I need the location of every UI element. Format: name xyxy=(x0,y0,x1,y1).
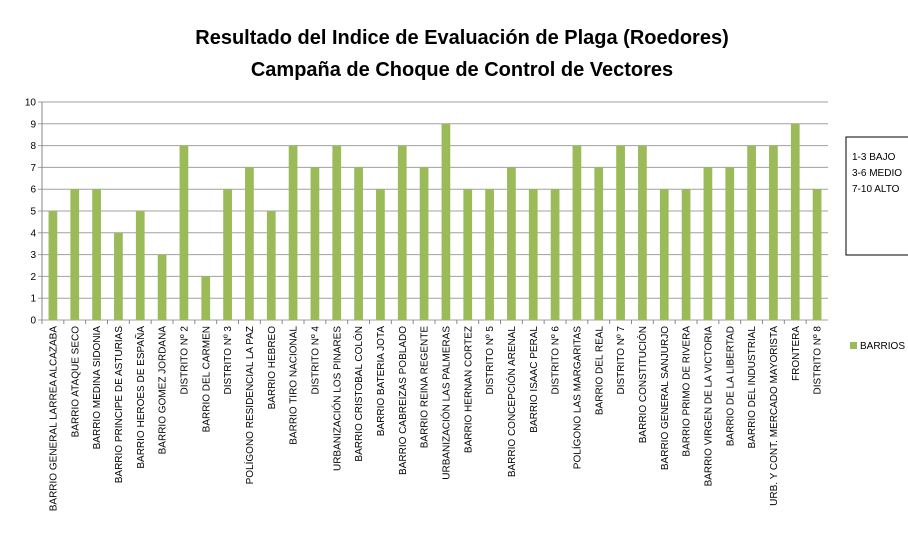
bar xyxy=(507,167,516,320)
y-tick-label: 9 xyxy=(30,119,36,130)
y-tick-label: 1 xyxy=(30,294,36,305)
y-tick-label: 10 xyxy=(25,98,37,109)
bar xyxy=(550,189,560,320)
bar xyxy=(659,189,669,320)
bar xyxy=(135,211,145,320)
y-tick-label: 4 xyxy=(30,228,36,239)
annotation: 7-10 ALTO xyxy=(852,184,900,195)
bar xyxy=(812,189,822,320)
bar xyxy=(179,145,189,320)
bar xyxy=(419,167,429,320)
x-tick-label: BARRIO HEROES DE ESPAÑA xyxy=(134,326,147,469)
y-tick-label: 5 xyxy=(30,207,36,218)
x-tick-label: BARRIO DEL CARMEN xyxy=(201,326,212,432)
bar xyxy=(638,145,647,320)
x-tick-label: BARRIO GENERAL LARREA ALCAZABA xyxy=(48,326,59,512)
x-tick-label: BARRIO BATERIA JOTA xyxy=(376,326,387,437)
x-tick-label: DISTRITO Nº 7 xyxy=(616,326,627,395)
y-tick-label: 6 xyxy=(30,185,36,196)
bar xyxy=(48,211,58,320)
bar xyxy=(92,189,101,320)
x-tick-label: BARRIO CRISTOBAL COLÓN xyxy=(352,326,365,462)
x-tick-label: DISTRITO Nº 5 xyxy=(485,326,496,395)
x-tick-label: BARRIO VIRGEN DE LA VICTORIA xyxy=(703,326,714,487)
x-tick-label: BARRIO HEBREO xyxy=(267,326,278,410)
bar xyxy=(223,189,232,320)
bar xyxy=(288,145,298,320)
x-tick-label: BARRIO GOMEZ JORDANA xyxy=(158,326,169,455)
bar xyxy=(485,189,494,320)
x-tick-label: FRONTERA xyxy=(791,326,802,381)
bar xyxy=(354,167,363,320)
y-tick-label: 7 xyxy=(30,163,36,174)
x-tick-label: POLÍGONO RESIDENCIAL LA PAZ xyxy=(243,326,256,484)
y-tick-label: 2 xyxy=(30,272,36,283)
bar xyxy=(157,254,167,320)
x-tick-label: BARRIO DEL INDUSTRIAL xyxy=(747,326,758,449)
x-tick-label: BARRIO GENERAL SANJURJO xyxy=(660,326,671,470)
annotation-box xyxy=(845,136,908,256)
chart-subtitle: Campaña de Choque de Control de Vectores xyxy=(251,59,673,81)
x-tick-label: BARRIO CABREIZAS POBLADO xyxy=(398,326,409,475)
x-tick-label: URB. Y CONT. MERCADO MAYORISTA xyxy=(769,326,780,506)
bar xyxy=(245,167,254,320)
x-tick-label: URBANIZACIÓN LAS PALMERAS xyxy=(439,326,452,480)
bar xyxy=(747,145,756,320)
annotation: 3-6 MEDIO xyxy=(852,168,902,179)
x-tick-label: BARRIO MEDINA SIDONIA xyxy=(92,326,103,450)
x-tick-label: DISTRITO Nº 3 xyxy=(223,326,234,395)
bar xyxy=(376,189,385,320)
x-tick-label: DISTRITO Nº 8 xyxy=(813,326,824,395)
x-tick-label: DISTRITO Nº 2 xyxy=(179,326,190,395)
bar xyxy=(616,145,625,320)
bar xyxy=(463,189,473,320)
bar xyxy=(790,123,800,320)
x-tick-label: URBANIZACIÓN LOS PINARES xyxy=(330,326,343,471)
annotation: 1-3 BAJO xyxy=(852,152,896,163)
bar xyxy=(310,167,320,320)
bar xyxy=(703,167,713,320)
bar xyxy=(572,145,582,320)
x-tick-label: BARRIO HERNAN CORTEZ xyxy=(463,326,474,453)
y-tick-label: 0 xyxy=(30,316,36,327)
bar xyxy=(681,189,691,320)
x-tick-label: DISTRITO Nº 6 xyxy=(551,326,562,395)
legend-swatch xyxy=(850,342,857,349)
x-tick-label: BARRIO PRIMO DE RIVERA xyxy=(682,326,693,457)
x-tick-label: BARRIO DEL REAL xyxy=(594,326,605,416)
x-tick-label: DISTRITO Nº 4 xyxy=(310,326,321,395)
bar xyxy=(397,145,407,320)
bar xyxy=(266,211,276,320)
x-tick-label: BARRIO ATAQUE SECO xyxy=(70,326,81,438)
x-tick-label: BARRIO PRINCIPE DE ASTURIAS xyxy=(114,326,125,484)
x-tick-label: BARRIO ISAAC PERAL xyxy=(529,326,540,433)
bar xyxy=(528,189,538,320)
y-tick-label: 3 xyxy=(30,250,36,261)
legend-label: BARRIOS xyxy=(860,341,905,352)
x-tick-label: BARRIO CONSTITUCIÓN xyxy=(636,326,649,443)
bar xyxy=(441,123,451,320)
bar xyxy=(70,189,80,320)
bar xyxy=(332,145,342,320)
chart-title: Resultado del Indice de Evaluación de Pl… xyxy=(195,27,728,49)
x-tick-label: BARRIO REINA REGENTE xyxy=(420,326,431,449)
y-tick-label: 8 xyxy=(30,141,36,152)
x-tick-label: POLÍGONO LAS MARGARITAS xyxy=(570,326,583,470)
bar xyxy=(594,167,604,320)
bar xyxy=(725,167,735,320)
x-tick-label: BARRIO TIRO NACIONAL xyxy=(289,326,300,445)
bar xyxy=(201,276,211,320)
bar xyxy=(114,232,123,320)
bar xyxy=(769,145,778,320)
x-tick-label: BARRIO DE LA LIBERTAD xyxy=(725,326,736,446)
x-tick-label: BARRIO CONCEPCIÓN ARENAL xyxy=(505,326,518,478)
